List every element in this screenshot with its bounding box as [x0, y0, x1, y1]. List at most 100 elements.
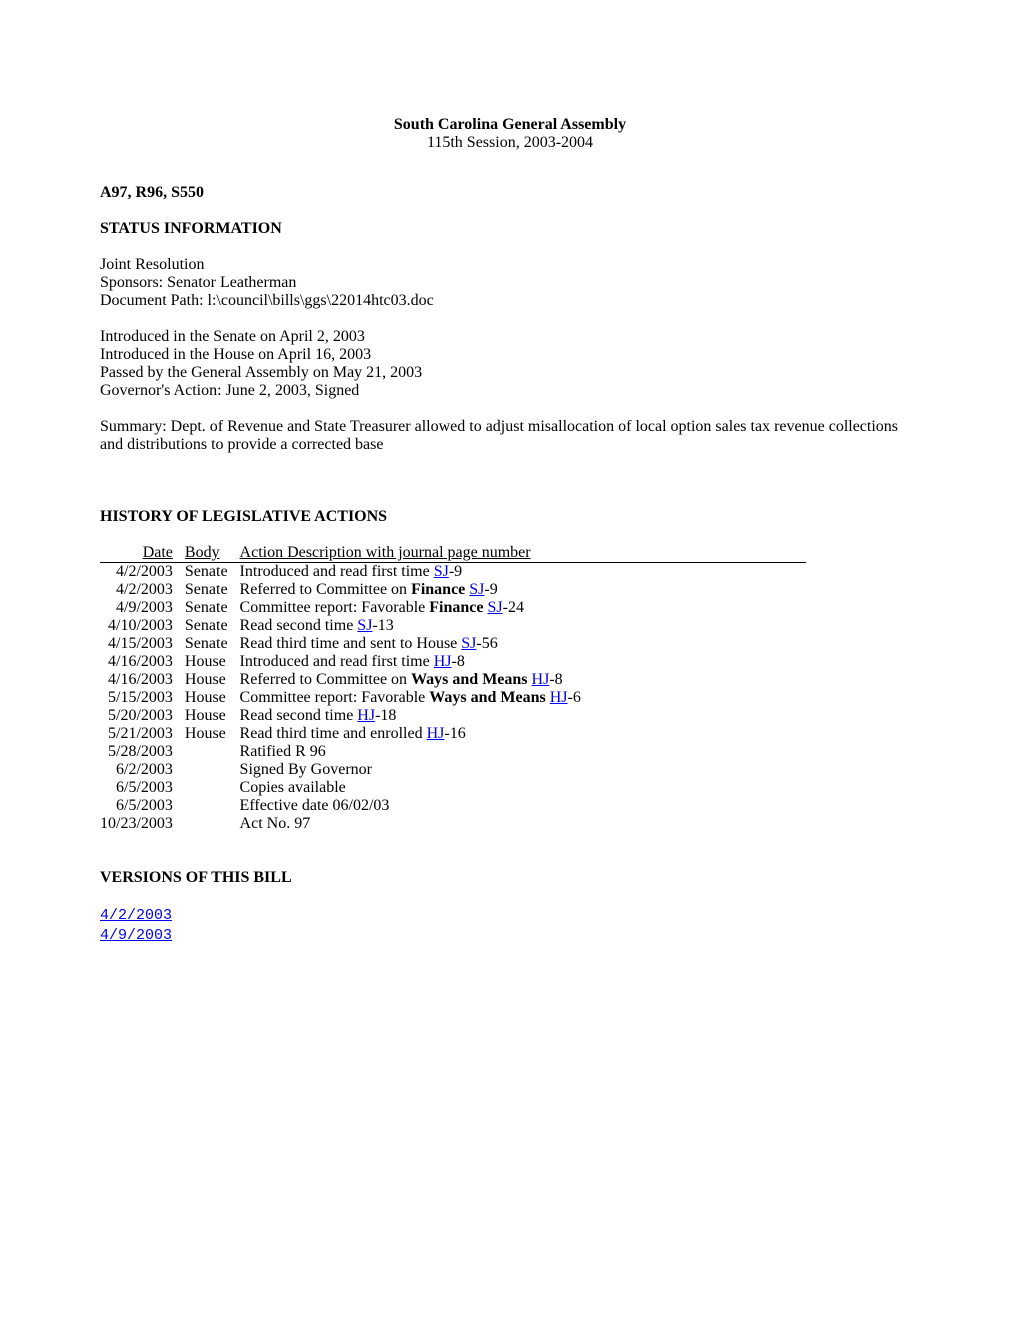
history-action-text: Committee report: Favorable: [240, 599, 430, 616]
history-col-date: Date: [100, 544, 179, 563]
history-action: Introduced and read first time SJ-9: [234, 563, 806, 582]
status-block-2: Introduced in the Senate on April 2, 200…: [100, 328, 920, 400]
session-line: 115th Session, 2003-2004: [100, 134, 920, 152]
status-gov-action: Governor's Action: June 2, 2003, Signed: [100, 382, 920, 400]
history-body: House: [179, 689, 234, 707]
history-date: 6/5/2003: [100, 779, 179, 797]
history-page-number: -9: [449, 563, 462, 580]
journal-link[interactable]: SJ: [488, 599, 503, 616]
history-committee-name: Ways and Means: [429, 689, 545, 706]
history-body: [179, 743, 234, 761]
table-row: 4/15/2003SenateRead third time and sent …: [100, 635, 806, 653]
page-title: South Carolina General Assembly: [100, 116, 920, 134]
status-doc-path: Document Path: l:\council\bills\ggs\2201…: [100, 292, 920, 310]
history-date: 5/20/2003: [100, 707, 179, 725]
history-page-number: -9: [484, 581, 497, 598]
journal-link[interactable]: HJ: [550, 689, 568, 706]
history-col-body: Body: [179, 544, 234, 563]
status-block-3: Summary: Dept. of Revenue and State Trea…: [100, 418, 920, 454]
table-row: 6/5/2003 Copies available: [100, 779, 806, 797]
history-action-text: Read third time and enrolled: [240, 725, 427, 742]
journal-link[interactable]: HJ: [357, 707, 375, 724]
version-link[interactable]: 4/9/2003: [100, 927, 172, 944]
status-block-1: Joint Resolution Sponsors: Senator Leath…: [100, 256, 920, 310]
history-action-text: Introduced and read first time: [240, 653, 434, 670]
status-heading: STATUS INFORMATION: [100, 220, 920, 238]
history-heading: HISTORY OF LEGISLATIVE ACTIONS: [100, 508, 920, 526]
table-row: 6/2/2003 Signed By Governor: [100, 761, 806, 779]
table-row: 4/16/2003House Introduced and read first …: [100, 653, 806, 671]
history-action-text: Effective date 06/02/03: [240, 797, 390, 814]
history-body: House: [179, 671, 234, 689]
history-action-text: Introduced and read first time: [240, 563, 434, 580]
table-row: 10/23/2003 Act No. 97: [100, 815, 806, 833]
history-action: Referred to Committee on Finance SJ-9: [234, 581, 806, 599]
history-date: 5/15/2003: [100, 689, 179, 707]
history-action-text: Ratified R 96: [240, 743, 326, 760]
history-body: Senate: [179, 563, 234, 582]
history-table: Date Body Action Description with journa…: [100, 544, 806, 833]
history-action: Read second time HJ-18: [234, 707, 806, 725]
table-row: 5/15/2003House Committee report: Favorabl…: [100, 689, 806, 707]
history-body: House: [179, 653, 234, 671]
history-action: Read third time and sent to House SJ-56: [234, 635, 806, 653]
history-action-text: Signed By Governor: [240, 761, 372, 778]
history-body: Senate: [179, 581, 234, 599]
history-body: [179, 761, 234, 779]
history-body: [179, 797, 234, 815]
table-row: 5/20/2003HouseRead second time HJ-18: [100, 707, 806, 725]
history-action-text: Act No. 97: [240, 815, 311, 832]
history-col-action: Action Description with journal page num…: [234, 544, 806, 563]
history-page-number: -24: [503, 599, 524, 616]
journal-link[interactable]: HJ: [532, 671, 550, 688]
journal-link[interactable]: SJ: [434, 563, 449, 580]
history-action: Copies available: [234, 779, 806, 797]
journal-link[interactable]: HJ: [434, 653, 452, 670]
journal-link[interactable]: SJ: [357, 617, 372, 634]
journal-link[interactable]: SJ: [461, 635, 476, 652]
table-row: 4/2/2003SenateIntroduced and read first …: [100, 563, 806, 582]
history-body: [179, 815, 234, 833]
history-action-text: Read second time: [240, 617, 358, 634]
history-action: Effective date 06/02/03: [234, 797, 806, 815]
history-body: Senate: [179, 617, 234, 635]
status-intro-house: Introduced in the House on April 16, 200…: [100, 346, 920, 364]
history-date: 4/9/2003: [100, 599, 179, 617]
table-row: 4/16/2003HouseReferred to Committee on W…: [100, 671, 806, 689]
history-committee-name: Ways and Means: [411, 671, 527, 688]
history-body: [179, 779, 234, 797]
bill-id: A97, R96, S550: [100, 184, 920, 202]
history-page-number: -13: [372, 617, 393, 634]
journal-link[interactable]: SJ: [469, 581, 484, 598]
table-row: 4/10/2003Senate Read second time SJ-13: [100, 617, 806, 635]
versions-list: 4/2/2003 4/9/2003: [100, 905, 920, 945]
table-row: 5/28/2003Ratified R 96: [100, 743, 806, 761]
history-date: 4/16/2003: [100, 653, 179, 671]
history-header-row: Date Body Action Description with journa…: [100, 544, 806, 563]
history-date: 5/21/2003: [100, 725, 179, 743]
history-date: 10/23/2003: [100, 815, 179, 833]
history-page-number: -8: [549, 671, 562, 688]
history-date: 4/10/2003: [100, 617, 179, 635]
history-action-text: Referred to Committee on: [240, 671, 412, 688]
history-date: 4/2/2003: [100, 581, 179, 599]
versions-heading: VERSIONS OF THIS BILL: [100, 869, 920, 887]
history-action-text: Committee report: Favorable: [240, 689, 430, 706]
table-row: 4/9/2003Senate Committee report: Favorabl…: [100, 599, 806, 617]
version-link[interactable]: 4/2/2003: [100, 907, 172, 924]
status-sponsors: Sponsors: Senator Leatherman: [100, 274, 920, 292]
history-action: Ratified R 96: [234, 743, 806, 761]
history-action-text: Read second time: [240, 707, 358, 724]
history-date: 6/2/2003: [100, 761, 179, 779]
status-type: Joint Resolution: [100, 256, 920, 274]
history-action: Referred to Committee on Ways and Means …: [234, 671, 806, 689]
history-page-number: -56: [476, 635, 497, 652]
history-action: Signed By Governor: [234, 761, 806, 779]
history-body: Senate: [179, 599, 234, 617]
history-action: Act No. 97: [234, 815, 806, 833]
history-body: Senate: [179, 635, 234, 653]
status-summary: Summary: Dept. of Revenue and State Trea…: [100, 418, 920, 454]
history-page-number: -18: [375, 707, 396, 724]
history-page-number: -16: [444, 725, 465, 742]
journal-link[interactable]: HJ: [427, 725, 445, 742]
